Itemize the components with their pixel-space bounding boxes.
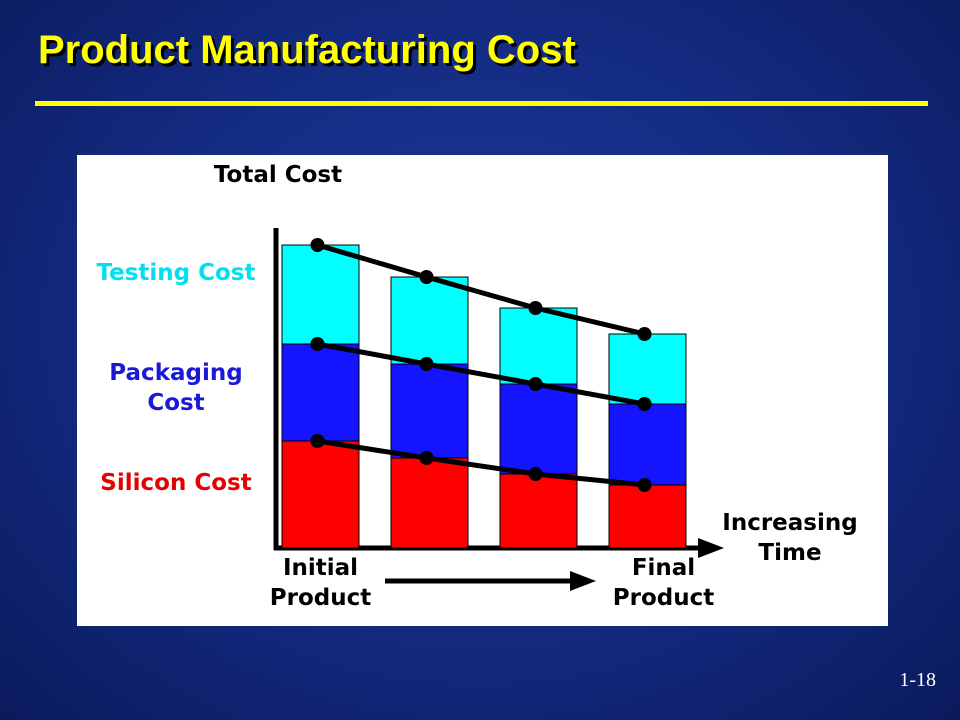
legend-label: Silicon Cost <box>100 470 252 496</box>
trend-dot <box>637 478 652 492</box>
bar-segment <box>608 333 687 405</box>
x-axis-label: Increasing Time <box>722 510 858 566</box>
x-tick-label: Final Product <box>612 555 715 611</box>
bar-segment <box>499 383 578 475</box>
bar-segment <box>390 457 469 549</box>
bar-segment <box>390 276 469 365</box>
trend-dot <box>419 357 434 371</box>
trend-dot <box>637 327 652 341</box>
bar-segment <box>608 484 687 549</box>
bar-segment <box>281 440 360 549</box>
trend-dot <box>310 434 325 448</box>
bar-segment <box>499 307 578 385</box>
title-rule <box>35 101 928 106</box>
bar-segment <box>390 363 469 459</box>
y-axis-label: Total Cost <box>213 162 343 188</box>
trend-dot <box>528 467 543 481</box>
trend-line <box>317 438 645 488</box>
trend-dot <box>528 377 543 391</box>
trend-line <box>316 242 646 337</box>
bar-segment <box>608 403 687 486</box>
bar-segment <box>281 244 360 345</box>
trend-dot <box>419 270 434 284</box>
legend-label: Testing Cost <box>96 260 256 286</box>
trend-dot <box>310 238 325 252</box>
trend-dot <box>528 301 543 315</box>
bar-segment <box>281 343 360 442</box>
trend-line <box>317 341 645 407</box>
trend-dot <box>419 451 434 465</box>
slide-number: 1-18 <box>899 669 936 691</box>
trend-dot <box>637 397 652 411</box>
x-axis-arrow <box>698 538 724 558</box>
x-tick-label: Initial Product <box>269 555 372 611</box>
legend-label: Packaging Cost <box>109 360 243 416</box>
bar-segment <box>499 473 578 549</box>
time-arrow-head <box>570 571 596 591</box>
trend-dot <box>310 337 325 351</box>
slide-title: Product Manufacturing Cost <box>38 28 576 72</box>
